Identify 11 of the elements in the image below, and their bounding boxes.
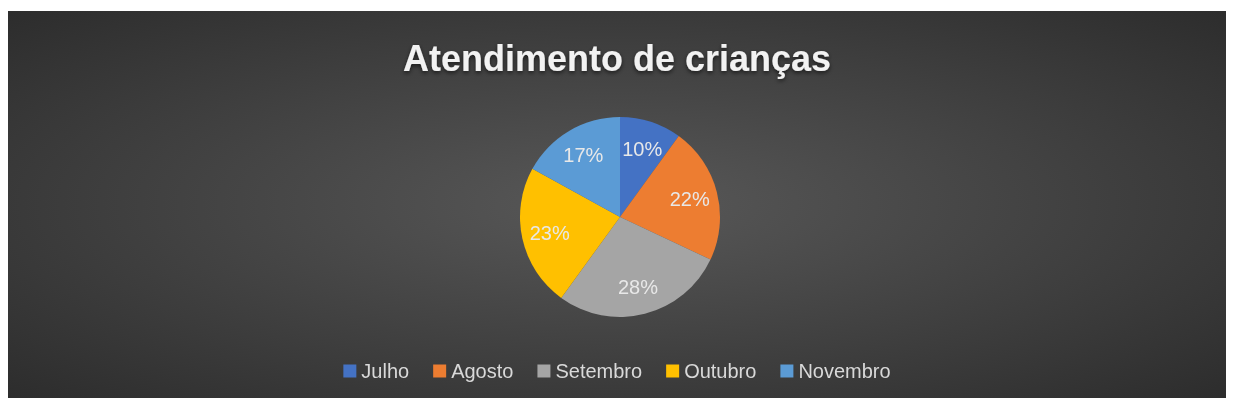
data-label: 28% [617, 275, 659, 298]
legend-label: Julho [361, 360, 410, 382]
legend-label: Agosto [451, 360, 514, 382]
data-label: 10% [622, 137, 663, 160]
legend-label: Setembro [555, 360, 643, 382]
chart-title: Atendimento de crianças [402, 37, 832, 79]
data-label: 22% [669, 188, 710, 211]
legend-label: Outubro [684, 360, 757, 382]
legend-label: Novembro [798, 360, 891, 382]
data-label: 23% [529, 221, 570, 244]
data-label: 17% [563, 144, 604, 167]
